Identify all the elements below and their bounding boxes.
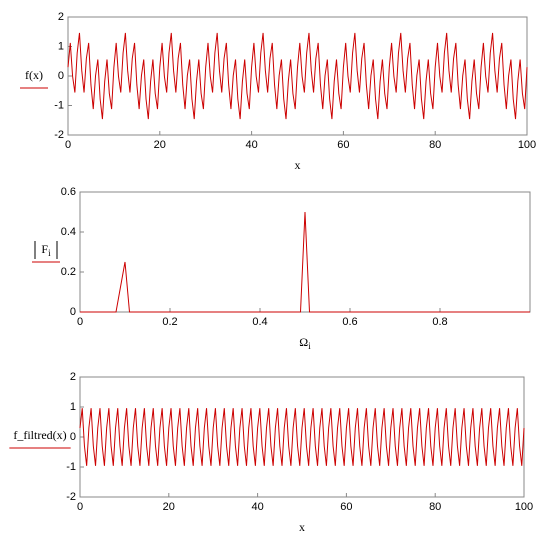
y-tick-label: 1 <box>58 40 64 52</box>
x-tick-label: 0.8 <box>432 316 447 328</box>
x-label-sub: i <box>308 341 311 351</box>
y-tick-label: 2 <box>58 11 64 23</box>
x-tick-label: 60 <box>337 139 349 151</box>
y-axis-label: f(x) <box>25 68 43 82</box>
y-tick-label: 0 <box>70 306 76 318</box>
plot-frame <box>79 191 531 313</box>
data-line <box>79 408 525 466</box>
x-tick-label: 40 <box>245 139 257 151</box>
data-line <box>67 32 528 120</box>
x-tick-label: 0.2 <box>162 316 177 328</box>
x-tick-label: 20 <box>154 139 166 151</box>
y-tick-label: 1 <box>70 401 76 413</box>
y-tick-label: -1 <box>54 99 64 111</box>
plot-frame <box>79 376 525 498</box>
x-tick-label: 100 <box>515 501 533 513</box>
y-axis-label: f_filtred(x) <box>13 428 66 442</box>
x-tick-label: 100 <box>518 139 536 151</box>
y-tick-label: 0 <box>70 431 76 443</box>
x-tick-label: 40 <box>251 501 263 513</box>
y-label-main: F <box>41 242 48 256</box>
y-label-main: f_filtred(x) <box>13 428 66 442</box>
x-label-main: Ω <box>299 335 308 349</box>
y-tick-label: 0.6 <box>61 186 76 198</box>
x-tick-label: 60 <box>340 501 352 513</box>
y-tick-label: -1 <box>66 461 76 473</box>
y-label-sub: i <box>48 248 51 258</box>
y-axis-label: Fi <box>41 242 51 258</box>
y-tick-label: 0.4 <box>61 226 76 238</box>
x-label-main: x <box>299 520 305 534</box>
x-axis-label: Ωi <box>299 335 311 351</box>
x-tick-label: 20 <box>163 501 175 513</box>
x-tick-label: 0.6 <box>342 316 357 328</box>
x-tick-label: 0 <box>77 501 83 513</box>
y-tick-label: 2 <box>70 371 76 383</box>
x-tick-label: 0 <box>77 316 83 328</box>
x-tick-label: 80 <box>429 139 441 151</box>
x-tick-label: 0.4 <box>252 316 267 328</box>
x-label-main: x <box>295 158 301 172</box>
x-axis-label: x <box>299 520 305 534</box>
y-tick-label: 0.2 <box>61 266 76 278</box>
x-tick-label: 80 <box>429 501 441 513</box>
x-tick-label: 0 <box>65 139 71 151</box>
data-line <box>80 211 530 313</box>
y-tick-label: 0 <box>58 70 64 82</box>
x-axis-label: x <box>295 158 301 172</box>
y-tick-label: -2 <box>54 129 64 141</box>
y-label-main: f(x) <box>25 68 43 82</box>
y-tick-label: -2 <box>66 491 76 503</box>
